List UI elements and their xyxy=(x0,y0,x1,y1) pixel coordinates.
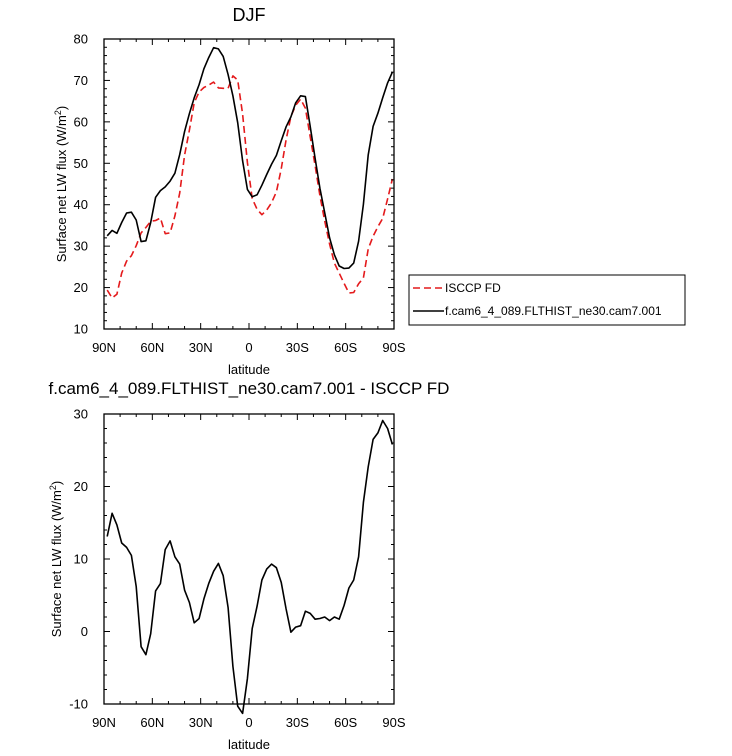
legend-label-isccp: ISCCP FD xyxy=(445,281,501,295)
top-y-tick-label: 20 xyxy=(74,280,88,295)
top-series-line-1 xyxy=(106,46,394,270)
bottom-x-tick-label: 30N xyxy=(189,715,213,730)
bottom-x-tick-label: 30S xyxy=(286,715,309,730)
legend: ISCCP FD f.cam6_4_089.FLTHIST_ne30.cam7.… xyxy=(408,274,686,326)
bottom-series-group xyxy=(106,419,394,715)
top-x-axis-label: latitude xyxy=(228,362,270,377)
top-axis-ticks: 90N 60N 30N 0 30S 60S 90S 10 20 30 40 50 60 70 80 xyxy=(74,32,406,356)
bottom-chart-title: f.cam6_4_089.FLTHIST_ne30.cam7.001 - ISC… xyxy=(49,379,450,398)
bottom-series-line-0 xyxy=(106,419,394,715)
top-x-tick-label: 0 xyxy=(245,340,252,355)
top-y-tick-label: 70 xyxy=(74,73,88,88)
top-y-axis-label: Surface net LW flux (W/m2) xyxy=(53,106,69,263)
top-x-tick-label: 30S xyxy=(286,340,309,355)
top-y-tick-label: 30 xyxy=(74,239,88,254)
top-y-tick-label: 60 xyxy=(74,114,88,129)
top-x-tick-label: 90S xyxy=(382,340,405,355)
top-x-tick-label: 90N xyxy=(92,340,116,355)
bottom-y-tick-label: 20 xyxy=(74,479,88,494)
bottom-y-tick-label: 0 xyxy=(81,624,88,639)
bottom-x-tick-label: 90S xyxy=(382,715,405,730)
bottom-x-axis-label: latitude xyxy=(228,737,270,752)
top-panel: DJF 90N 60N 30N 0 30S 60S 90S1020304050607080 … xyxy=(53,5,406,377)
legend-label-model: f.cam6_4_089.FLTHIST_ne30.cam7.001 xyxy=(445,304,662,318)
bottom-y-tick-label: -10 xyxy=(69,697,88,712)
top-plot-frame xyxy=(103,38,395,330)
bottom-panel: f.cam6_4_089.FLTHIST_ne30.cam7.001 - ISC… xyxy=(48,379,449,752)
top-x-tick-label: 60S xyxy=(334,340,357,355)
bottom-y-axis-label: Surface net LW flux (W/m2) xyxy=(48,481,64,638)
legend-box xyxy=(408,274,686,326)
bottom-y-tick-label: 10 xyxy=(74,552,88,567)
top-series-group xyxy=(106,46,394,299)
bottom-x-tick-label: 90N xyxy=(92,715,116,730)
bottom-x-tick-label: 0 xyxy=(245,715,252,730)
top-series-line-0 xyxy=(106,75,394,299)
top-y-tick-label: 10 xyxy=(74,322,88,337)
bottom-x-tick-label: 60N xyxy=(140,715,164,730)
top-x-tick-label: 60N xyxy=(140,340,164,355)
top-y-tick-label: 50 xyxy=(74,156,88,171)
top-y-tick-label: 80 xyxy=(74,32,88,47)
top-y-tick-label: 40 xyxy=(74,197,88,212)
top-chart-title: DJF xyxy=(233,5,266,25)
bottom-axis-ticks: 90N 60N 30N 0 30S 60S 90S -10 0 10 20 30 xyxy=(69,407,406,731)
bottom-y-tick-label: 30 xyxy=(74,407,88,422)
top-x-tick-label: 30N xyxy=(189,340,213,355)
bottom-x-tick-label: 60S xyxy=(334,715,357,730)
